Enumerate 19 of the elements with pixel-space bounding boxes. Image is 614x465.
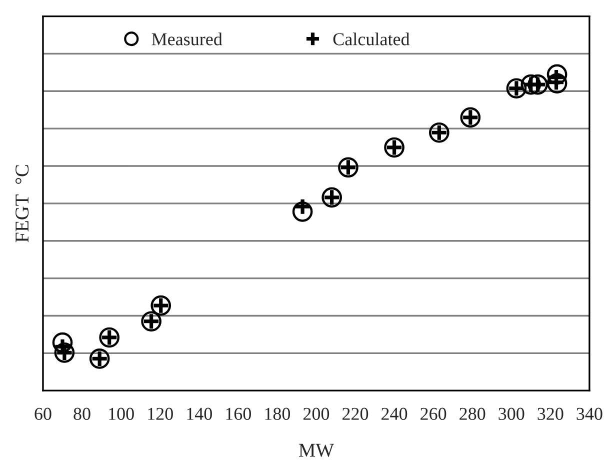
legend-label: Calculated	[333, 32, 410, 46]
x-tick-label: 180	[265, 408, 290, 420]
x-tick-label: 140	[187, 408, 212, 420]
x-tick-label: 280	[460, 408, 486, 420]
x-tick-label: 300	[498, 408, 524, 420]
x-axis-title: MW	[298, 444, 334, 457]
x-tick-label: 320	[538, 408, 564, 420]
x-tick-label: 160	[226, 408, 251, 420]
x-tick-label: 60	[34, 408, 52, 420]
x-tick-label: 220	[342, 408, 368, 420]
legend-label: Measured	[152, 32, 222, 46]
x-tick-label: 80	[74, 408, 90, 420]
x-tick-label: 260	[420, 408, 446, 420]
x-tick-label: 100	[109, 408, 134, 420]
x-tick-label: 340	[576, 408, 602, 420]
x-tick-label: 120	[148, 408, 173, 420]
y-axis-title: FEGT °C	[15, 165, 29, 242]
x-tick-label: 240	[382, 408, 408, 420]
x-tick-label: 200	[303, 408, 330, 420]
